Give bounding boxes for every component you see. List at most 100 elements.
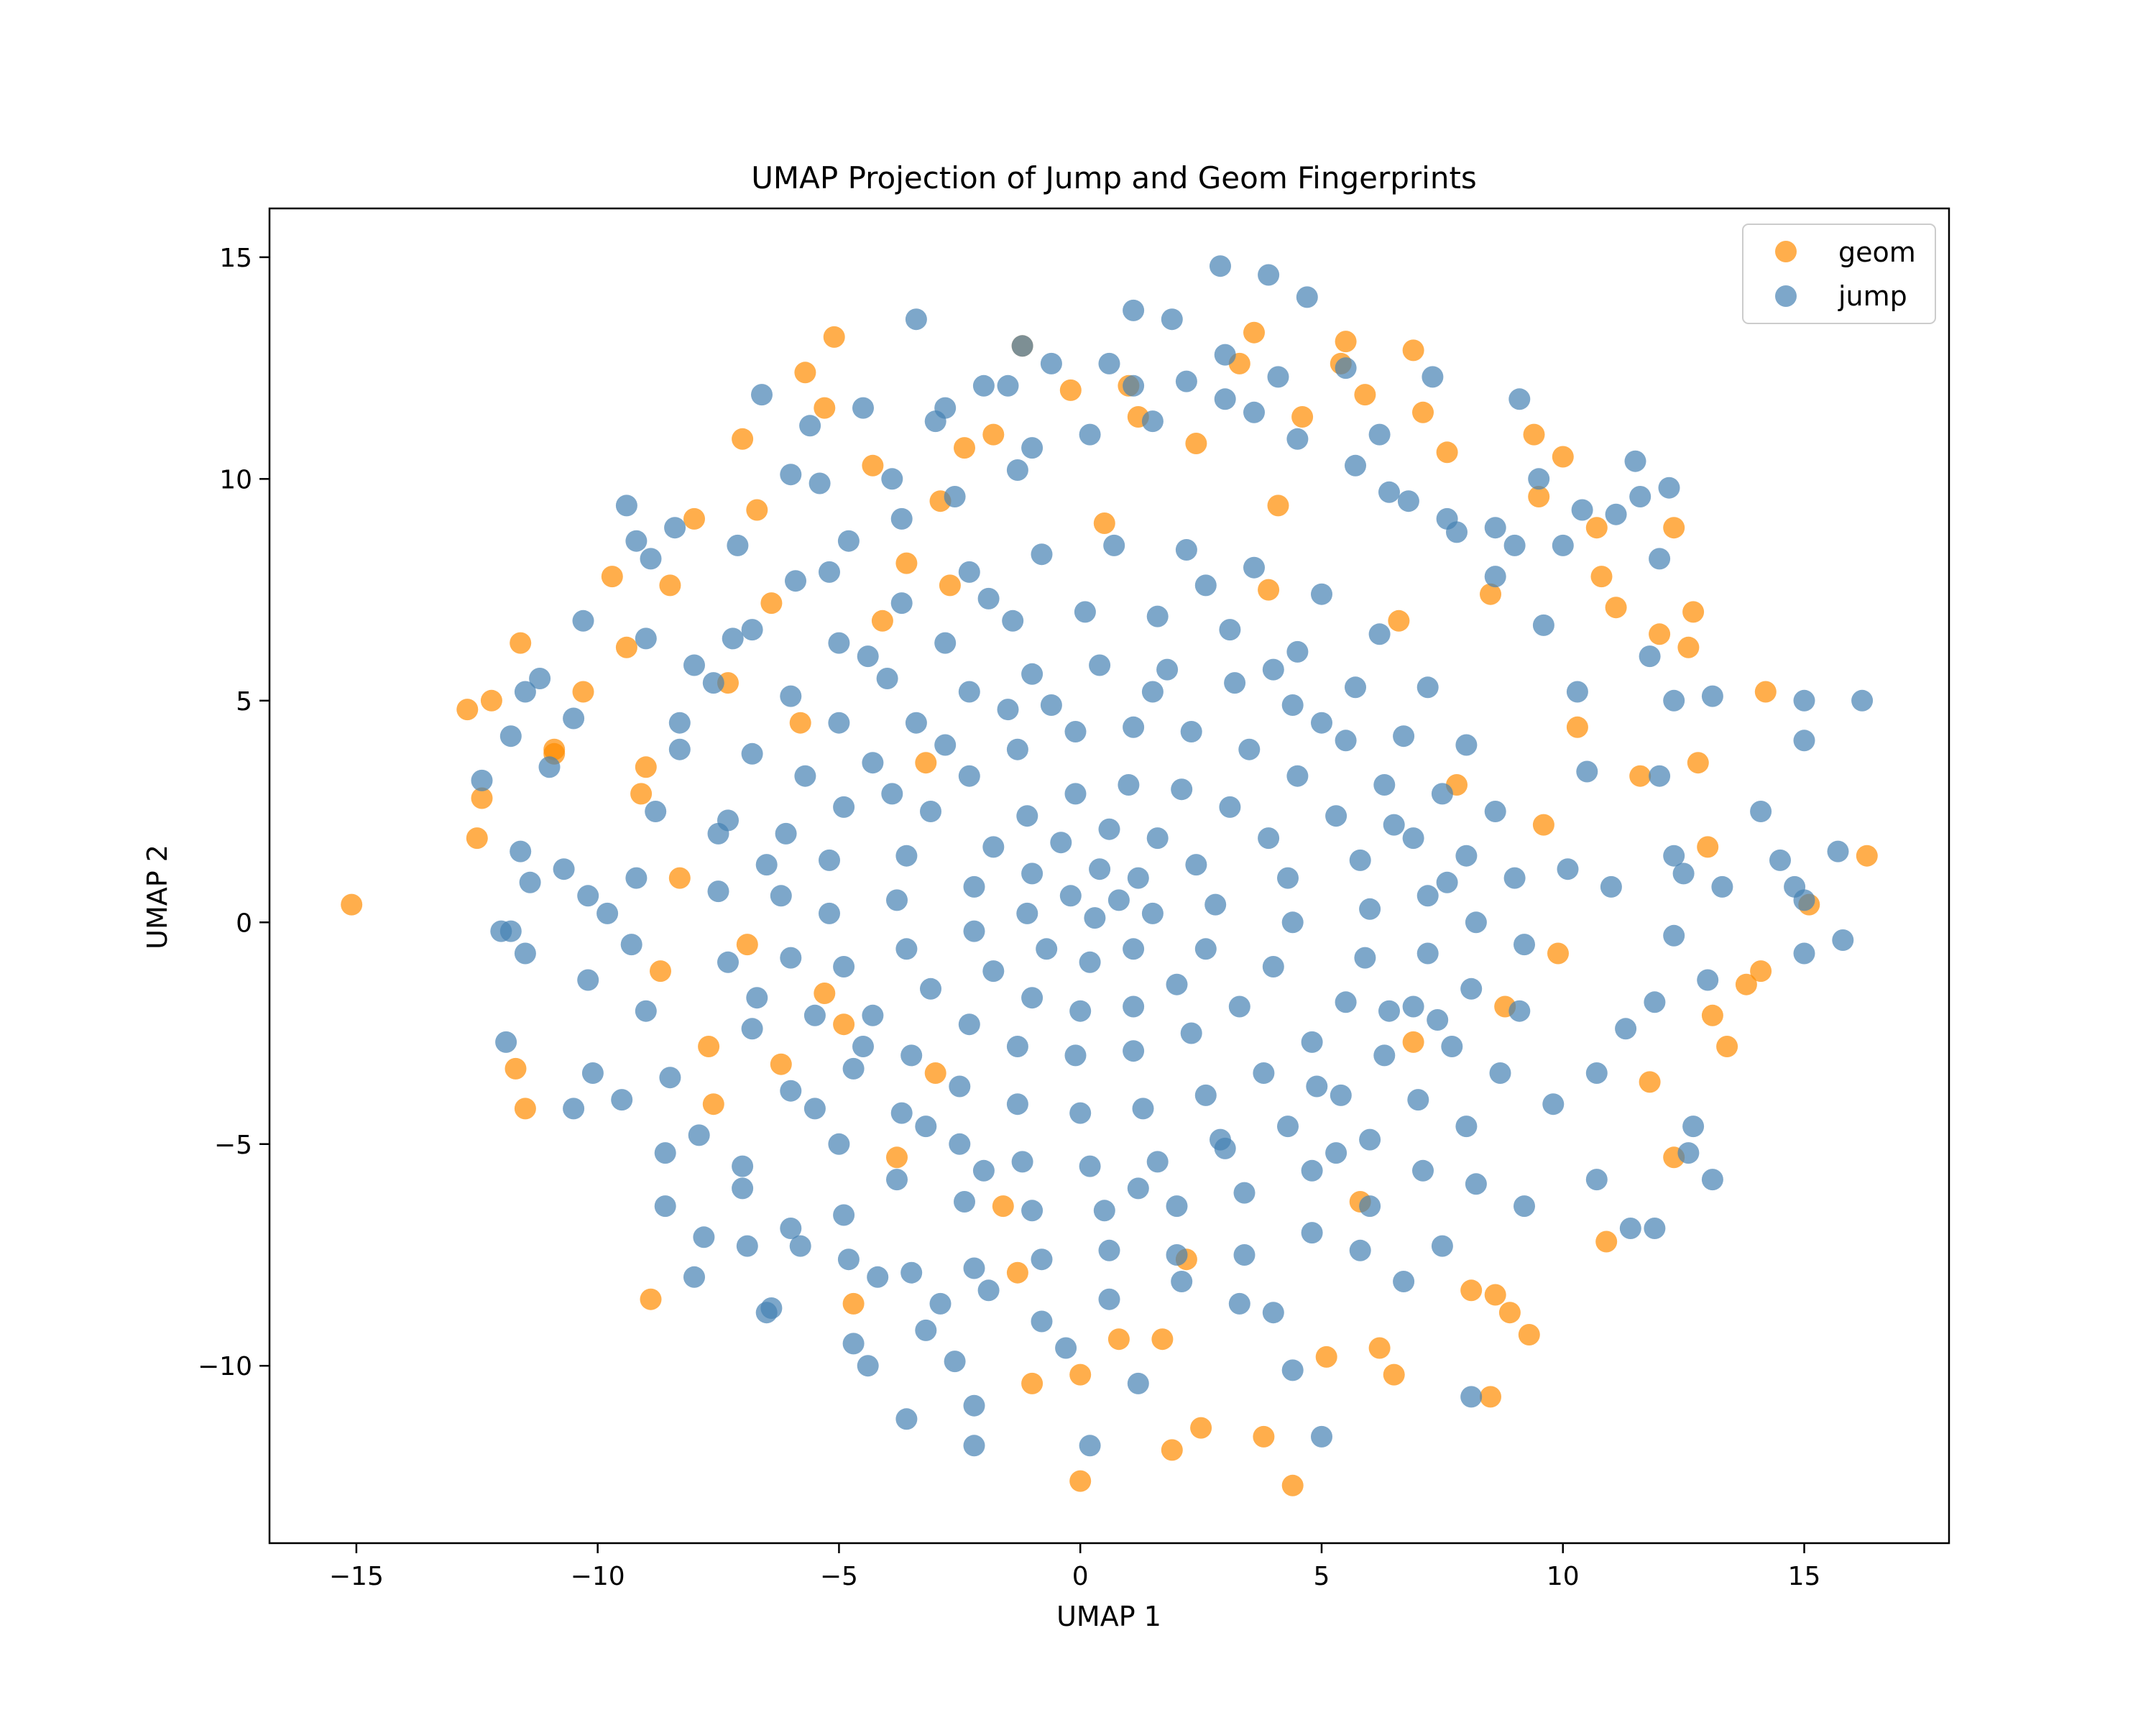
chart-title: UMAP Projection of Jump and Geom Fingerp… xyxy=(751,160,1477,196)
geom-point xyxy=(1412,401,1434,423)
jump-point xyxy=(1605,503,1627,525)
jump-point xyxy=(1793,942,1815,965)
jump-point xyxy=(1166,1244,1188,1266)
jump-point xyxy=(1489,1062,1511,1084)
jump-point xyxy=(1397,490,1419,512)
jump-point xyxy=(659,1067,681,1089)
jump-point xyxy=(1194,938,1217,960)
geom-point xyxy=(760,592,783,615)
geom-point xyxy=(480,689,502,712)
jump-point xyxy=(1827,840,1849,862)
jump-point xyxy=(1006,459,1028,481)
geom-point xyxy=(615,636,637,658)
jump-point xyxy=(1514,934,1535,956)
geom-point xyxy=(510,632,532,654)
jump-point xyxy=(1378,1000,1400,1022)
jump-point xyxy=(1407,1089,1429,1111)
jump-point xyxy=(1354,947,1376,969)
jump-point xyxy=(563,707,585,730)
jump-point xyxy=(934,632,957,654)
jump-point xyxy=(819,902,840,924)
jump-point xyxy=(828,1133,850,1155)
geom-point xyxy=(1093,512,1115,534)
jump-point xyxy=(949,1075,971,1098)
jump-point xyxy=(1219,619,1241,641)
geom-point xyxy=(1185,433,1207,454)
geom-point xyxy=(572,681,594,703)
y-tick-label: 10 xyxy=(219,465,252,494)
jump-point xyxy=(1311,712,1332,734)
jump-point xyxy=(915,1116,937,1138)
geom-point xyxy=(1484,1284,1506,1306)
y-tick-label: 5 xyxy=(236,687,252,717)
jump-point xyxy=(780,1218,802,1239)
jump-point xyxy=(1335,357,1357,380)
jump-point xyxy=(819,849,840,871)
series-jump xyxy=(471,255,1874,1457)
jump-point xyxy=(1311,583,1332,605)
geom-point xyxy=(640,1288,662,1310)
jump-point xyxy=(1050,832,1072,854)
geom-point xyxy=(1518,1324,1540,1346)
jump-point xyxy=(1267,366,1289,388)
jump-point xyxy=(1156,658,1179,681)
jump-point xyxy=(954,1191,975,1213)
jump-point xyxy=(1422,366,1444,388)
geom-point xyxy=(1856,845,1878,867)
geom-point xyxy=(1069,1470,1092,1492)
jump-point xyxy=(1194,1084,1217,1106)
jump-point xyxy=(1552,534,1574,556)
jump-point xyxy=(1851,689,1874,712)
jump-point xyxy=(1171,778,1193,801)
jump-point xyxy=(977,587,1000,610)
jump-point xyxy=(611,1089,633,1111)
geom-point xyxy=(698,1036,720,1057)
jump-point xyxy=(1277,867,1299,889)
geom-point xyxy=(1315,1346,1337,1368)
jump-point xyxy=(1503,867,1526,889)
geom-point xyxy=(1267,494,1289,517)
jump-point xyxy=(1682,1116,1705,1138)
geom-point xyxy=(1243,321,1265,344)
jump-point xyxy=(1238,738,1261,760)
jump-point xyxy=(640,548,662,570)
jump-point xyxy=(1243,401,1265,423)
geom-point xyxy=(1436,441,1458,464)
jump-point xyxy=(683,1266,705,1288)
jump-point xyxy=(1793,730,1815,752)
jump-point xyxy=(538,756,561,778)
jump-point xyxy=(785,570,806,592)
jump-point xyxy=(1484,801,1506,822)
jump-point xyxy=(1079,951,1101,973)
jump-point xyxy=(1224,672,1246,694)
jump-point xyxy=(837,1248,860,1271)
geom-point xyxy=(1021,1372,1044,1394)
jump-point xyxy=(1281,911,1304,934)
jump-point xyxy=(1427,1009,1449,1031)
jump-point xyxy=(1127,1372,1149,1394)
jump-point xyxy=(1663,689,1685,712)
jump-point xyxy=(581,1062,604,1084)
jump-point xyxy=(683,654,705,676)
jump-point xyxy=(635,1000,657,1022)
x-axis-label: UMAP 1 xyxy=(1056,1601,1161,1632)
jump-point xyxy=(833,956,855,978)
jump-point xyxy=(1658,477,1680,499)
jump-point xyxy=(1484,566,1506,588)
jump-point xyxy=(1416,676,1439,699)
jump-point xyxy=(1064,783,1087,805)
jump-point xyxy=(1672,862,1695,885)
jump-point xyxy=(958,561,980,583)
jump-point xyxy=(876,668,898,689)
jump-point xyxy=(514,681,536,703)
jump-point xyxy=(1325,1142,1348,1164)
geom-point xyxy=(630,783,653,805)
geom-point xyxy=(1151,1328,1174,1351)
jump-point xyxy=(1210,1128,1231,1151)
geom-point xyxy=(1388,610,1410,632)
jump-point xyxy=(1021,437,1044,459)
jump-point xyxy=(972,1159,995,1182)
jump-point xyxy=(803,1098,826,1120)
jump-point xyxy=(1031,1248,1053,1271)
